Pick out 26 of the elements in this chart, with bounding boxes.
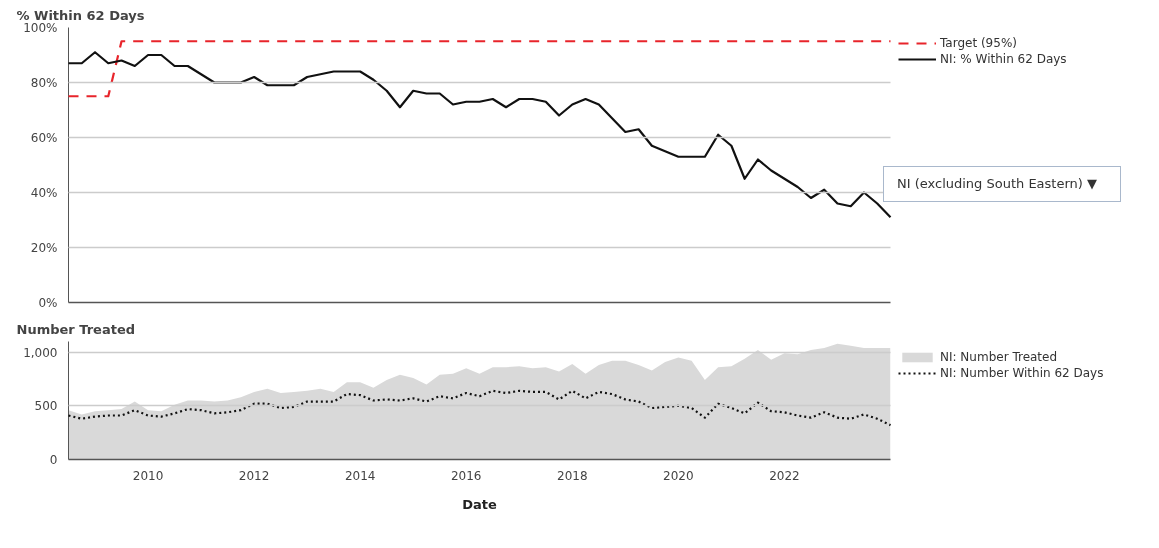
y-tick-label: 40%: [30, 185, 58, 200]
x-tick-label: 2014: [344, 468, 376, 483]
legend-label: NI: Number Within 62 Days: [940, 365, 1104, 381]
x-axis-title: Date: [462, 496, 497, 512]
x-tick-label: 2016: [450, 468, 482, 483]
x-tick-label: 2012: [238, 468, 270, 483]
x-tick-label: 2018: [557, 468, 588, 483]
line-series: [67, 51, 892, 219]
line-series: [67, 389, 892, 427]
y-tick-label: 0%: [38, 295, 58, 310]
chart-title: Number Treated: [16, 321, 136, 337]
legend-label: Target (95%): [940, 35, 1017, 51]
y-tick-label: 20%: [30, 240, 58, 255]
legend-label: NI: % Within 62 Days: [940, 51, 1067, 67]
x-tick-label: 2010: [132, 468, 164, 483]
y-tick-label: 80%: [30, 75, 58, 90]
y-tick-label: 0: [49, 453, 58, 467]
text: NI (excluding South Eastern) ▼: [883, 166, 1121, 202]
y-tick-label: 500: [34, 399, 58, 414]
y-tick-label: 60%: [30, 130, 58, 145]
x-tick-label: 2020: [663, 468, 694, 483]
y-tick-label: 100%: [23, 20, 58, 35]
chart-title: % Within 62 Days: [16, 7, 145, 23]
y-tick-label: 1,000: [23, 345, 58, 360]
x-tick-label: 2022: [769, 468, 800, 483]
legend-label: NI: Number Treated: [940, 349, 1058, 365]
